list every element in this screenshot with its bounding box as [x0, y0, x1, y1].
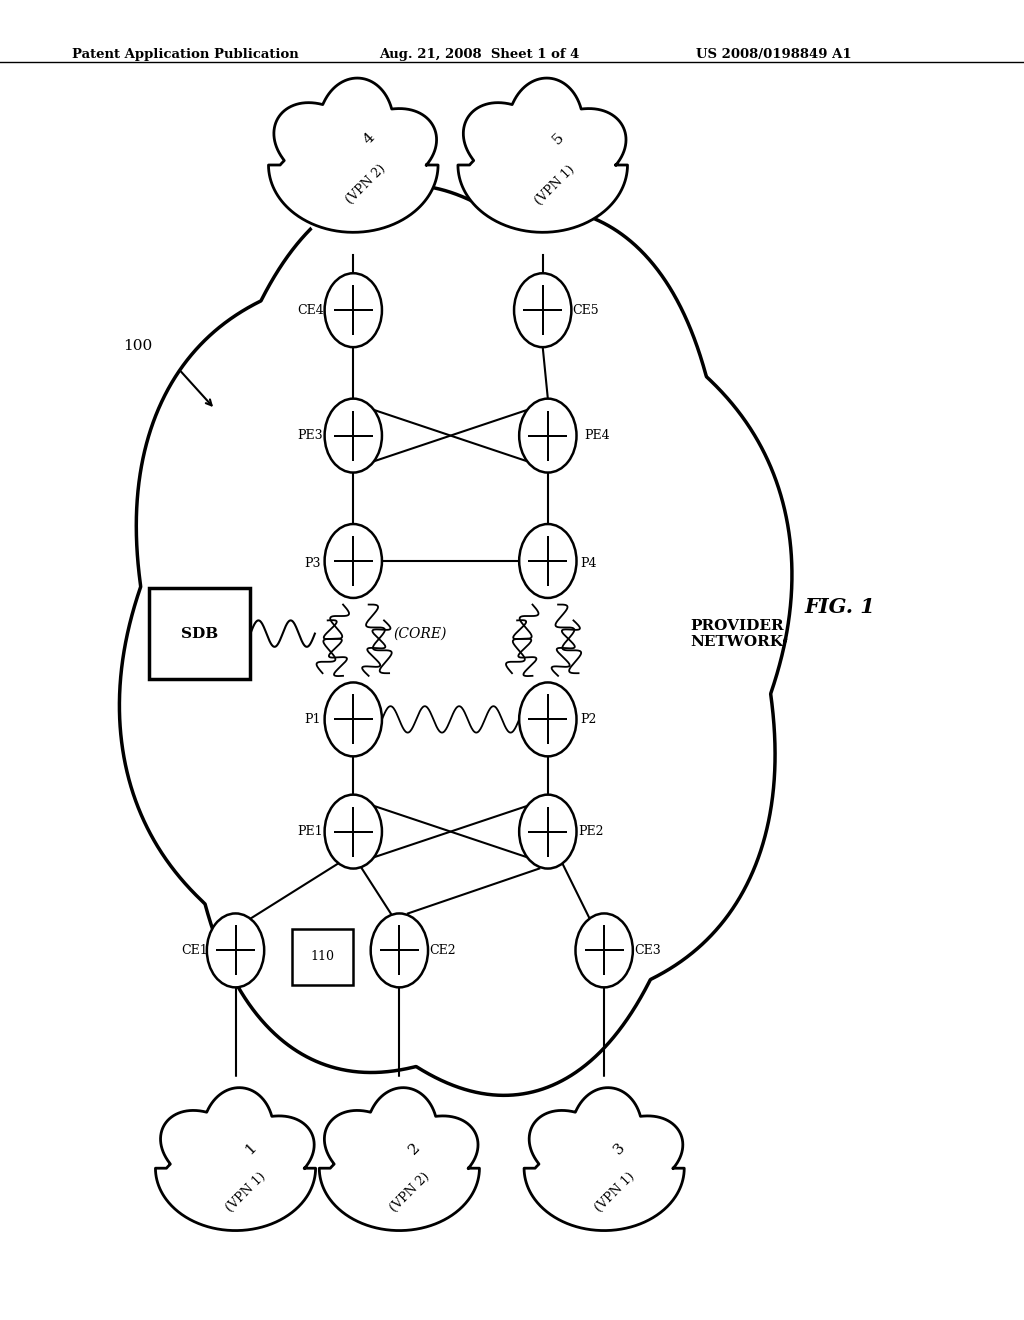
Circle shape: [346, 1084, 395, 1147]
Text: PROVIDER
NETWORK: PROVIDER NETWORK: [690, 619, 784, 648]
Circle shape: [161, 1101, 209, 1164]
Circle shape: [451, 121, 504, 189]
Text: P2: P2: [581, 713, 597, 726]
Circle shape: [483, 98, 602, 251]
Circle shape: [182, 1084, 231, 1147]
Circle shape: [381, 92, 433, 161]
Ellipse shape: [539, 1160, 670, 1226]
Circle shape: [608, 1084, 657, 1147]
Circle shape: [357, 74, 410, 141]
Text: P1: P1: [304, 713, 321, 726]
Circle shape: [325, 524, 382, 598]
Text: Patent Application Publication: Patent Application Publication: [72, 48, 298, 61]
Text: 110: 110: [310, 950, 335, 964]
Ellipse shape: [334, 1160, 465, 1226]
Circle shape: [547, 74, 599, 141]
Circle shape: [313, 1127, 361, 1191]
Circle shape: [240, 1084, 289, 1147]
Text: SDB: SDB: [181, 627, 218, 640]
Circle shape: [150, 1127, 198, 1191]
Polygon shape: [268, 78, 438, 232]
Text: PE2: PE2: [579, 825, 603, 838]
Circle shape: [549, 1106, 659, 1247]
Circle shape: [180, 1106, 291, 1247]
Circle shape: [273, 1127, 322, 1191]
Circle shape: [327, 66, 380, 135]
Ellipse shape: [170, 1160, 301, 1226]
Circle shape: [519, 795, 577, 869]
Text: 2: 2: [407, 1140, 423, 1156]
Polygon shape: [319, 1088, 479, 1230]
Circle shape: [297, 74, 349, 141]
Circle shape: [463, 92, 515, 161]
Circle shape: [519, 399, 577, 473]
Circle shape: [518, 1127, 566, 1191]
Circle shape: [294, 98, 413, 251]
Text: CE4: CE4: [297, 304, 324, 317]
Circle shape: [575, 913, 633, 987]
Circle shape: [273, 92, 326, 161]
Circle shape: [642, 1127, 690, 1191]
Circle shape: [325, 682, 382, 756]
Text: P3: P3: [304, 557, 321, 570]
Text: CE2: CE2: [429, 944, 456, 957]
Text: (VPN 2): (VPN 2): [343, 162, 388, 207]
Circle shape: [570, 92, 623, 161]
Text: CE1: CE1: [181, 944, 208, 957]
Circle shape: [344, 1106, 455, 1247]
Circle shape: [325, 399, 382, 473]
Text: 100: 100: [124, 339, 153, 352]
Circle shape: [582, 121, 635, 189]
Circle shape: [211, 1077, 260, 1140]
Circle shape: [426, 1101, 474, 1164]
Circle shape: [375, 1077, 424, 1140]
Circle shape: [262, 1101, 310, 1164]
Text: (CORE): (CORE): [393, 627, 446, 640]
Text: P4: P4: [581, 557, 597, 570]
Circle shape: [403, 1084, 453, 1147]
Circle shape: [325, 273, 382, 347]
Polygon shape: [458, 78, 628, 232]
Circle shape: [207, 913, 264, 987]
Text: CE3: CE3: [634, 944, 660, 957]
Circle shape: [261, 121, 314, 189]
Text: PE3: PE3: [297, 429, 324, 442]
Circle shape: [514, 273, 571, 347]
Circle shape: [325, 1101, 373, 1164]
Text: 5: 5: [550, 131, 566, 147]
Ellipse shape: [473, 156, 612, 228]
Text: 1: 1: [243, 1140, 259, 1156]
FancyBboxPatch shape: [293, 929, 352, 985]
Text: CE5: CE5: [572, 304, 599, 317]
Circle shape: [529, 1101, 578, 1164]
Polygon shape: [156, 1088, 315, 1230]
Text: FIG. 1: FIG. 1: [804, 597, 876, 618]
Text: PE1: PE1: [297, 825, 324, 838]
Circle shape: [580, 1077, 629, 1140]
Circle shape: [437, 1127, 485, 1191]
Ellipse shape: [284, 156, 423, 228]
Text: 4: 4: [360, 131, 377, 147]
Circle shape: [392, 121, 445, 189]
Circle shape: [551, 1084, 600, 1147]
Circle shape: [371, 913, 428, 987]
FancyBboxPatch shape: [150, 589, 251, 678]
Text: (VPN 1): (VPN 1): [532, 162, 578, 207]
Circle shape: [325, 795, 382, 869]
Polygon shape: [524, 1088, 684, 1230]
Circle shape: [516, 66, 569, 135]
Polygon shape: [120, 185, 792, 1096]
Text: 3: 3: [611, 1140, 628, 1156]
Text: (VPN 1): (VPN 1): [223, 1170, 268, 1214]
Text: (VPN 2): (VPN 2): [387, 1170, 432, 1214]
Text: Aug. 21, 2008  Sheet 1 of 4: Aug. 21, 2008 Sheet 1 of 4: [379, 48, 580, 61]
Circle shape: [486, 74, 539, 141]
Circle shape: [519, 524, 577, 598]
Circle shape: [631, 1101, 679, 1164]
Text: US 2008/0198849 A1: US 2008/0198849 A1: [696, 48, 852, 61]
Text: (VPN 1): (VPN 1): [592, 1170, 637, 1214]
Text: PE4: PE4: [584, 429, 610, 442]
Circle shape: [519, 682, 577, 756]
